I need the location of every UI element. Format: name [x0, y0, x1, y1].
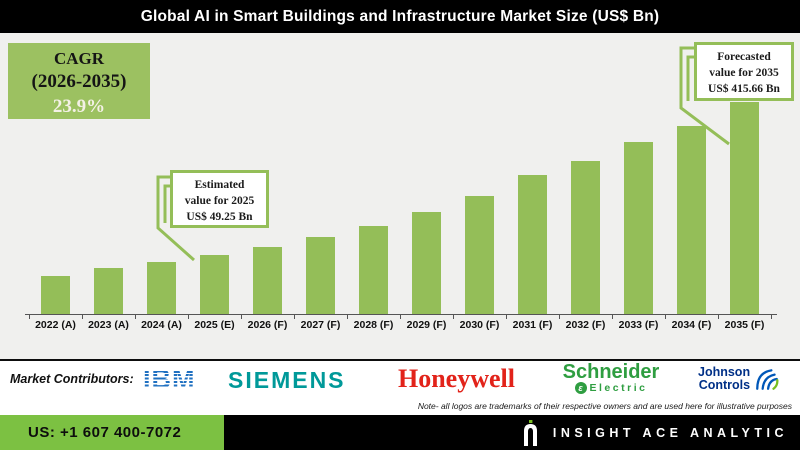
- controls-text: Controls: [698, 378, 751, 392]
- x-axis-tick: [771, 315, 772, 319]
- schneider-electric-text: Electric: [589, 382, 648, 394]
- x-axis-tick: [188, 315, 189, 319]
- x-axis-tick: [82, 315, 83, 319]
- insight-ace-logo-icon: [523, 419, 537, 446]
- cagr-period: (2026-2035): [31, 71, 127, 92]
- ibm-logo: IBM: [143, 364, 196, 394]
- x-axis-label: 2031 (F): [512, 319, 553, 331]
- forecast-callout-line1: Forecasted: [717, 51, 771, 63]
- x-axis-tick: [29, 315, 30, 319]
- x-axis-label: 2032 (F): [565, 319, 606, 331]
- bar-2026 (F): [253, 247, 282, 314]
- x-axis-label: 2033 (F): [618, 319, 659, 331]
- x-axis-label: 2030 (F): [459, 319, 500, 331]
- x-axis-tick: [241, 315, 242, 319]
- brand-name: INSIGHT ACE ANALYTIC: [552, 425, 788, 440]
- bar-slot: [188, 38, 241, 314]
- forecast-callout-value: US$ 415.66 Bn: [708, 83, 780, 95]
- x-axis-label: 2028 (F): [353, 319, 394, 331]
- estimated-callout-line1: Estimated: [194, 179, 245, 191]
- phone-number: US: +1 607 400-7072: [28, 424, 182, 441]
- bar-2032 (F): [571, 161, 600, 314]
- bar-slot: [453, 38, 506, 314]
- schneider-electric-logo: Schneider Electric: [556, 362, 666, 394]
- johnson-controls-logo: Johnson Controls: [698, 366, 780, 392]
- bar-2022 (A): [41, 276, 70, 314]
- x-axis-tick: [400, 315, 401, 319]
- johnson-controls-swirl-icon: [756, 369, 779, 390]
- x-axis-tick: [559, 315, 560, 319]
- x-axis-label: 2023 (A): [88, 319, 129, 331]
- page-title: Global AI in Smart Buildings and Infrast…: [140, 7, 660, 25]
- x-axis-label: 2026 (F): [247, 319, 288, 331]
- schneider-electric-icon: [574, 382, 587, 394]
- x-axis-tick: [453, 315, 454, 319]
- bar-slot: [29, 38, 82, 314]
- title-bar: Global AI in Smart Buildings and Infrast…: [0, 0, 800, 33]
- bar-2029 (F): [412, 212, 441, 314]
- x-axis-tick: [347, 315, 348, 319]
- bar-slot: [347, 38, 400, 314]
- cagr-label: CAGR: [53, 49, 105, 68]
- forecast-value-callout: Forecasted value for 2035 US$ 415.66 Bn: [694, 42, 794, 101]
- x-axis-label: 2025 (E): [194, 319, 235, 331]
- bar-2024 (A): [147, 262, 176, 314]
- bar-slot: [241, 38, 294, 314]
- x-axis-tick: [506, 315, 507, 319]
- x-axis-label: 2024 (A): [141, 319, 182, 331]
- bar-2031 (F): [518, 175, 547, 314]
- bar-slot: [135, 38, 188, 314]
- x-axis-label: 2034 (F): [671, 319, 712, 331]
- brand-banner: INSIGHT ACE ANALYTIC: [224, 415, 800, 450]
- bar-slot: [400, 38, 453, 314]
- market-contributors-strip: [0, 361, 800, 415]
- bar-2033 (F): [624, 142, 653, 314]
- x-axis-labels: 2022 (A) 2023 (A) 2024 (A) 2025 (E) 2026 (F)…: [29, 319, 771, 331]
- bar-slot: [718, 38, 771, 314]
- schneider-wordmark: Schneider: [562, 361, 660, 383]
- bar-slot: [559, 38, 612, 314]
- cagr-badge: CAGR (2026-2035) 23.9%: [8, 43, 150, 119]
- x-axis-tick: [612, 315, 613, 319]
- bar-slot: [82, 38, 135, 314]
- footer-bar: US: +1 607 400-7072 INSIGHT ACE ANALYTIC: [0, 415, 800, 450]
- x-axis-label: 2029 (F): [406, 319, 447, 331]
- johnson-controls-wordmark: Johnson Controls: [698, 366, 750, 392]
- cagr-value: 23.9%: [52, 96, 106, 117]
- estimated-callout-line2: value for 2025: [184, 195, 255, 207]
- honeywell-logo: Honeywell: [398, 364, 515, 393]
- x-axis-label: 2027 (F): [300, 319, 341, 331]
- bar-2035 (F): [730, 102, 759, 314]
- x-axis-tick: [665, 315, 666, 319]
- forecast-callout-line2: value for 2035: [709, 67, 779, 79]
- estimated-callout-value: US$ 49.25 Bn: [186, 211, 253, 223]
- bar-2030 (F): [465, 196, 494, 314]
- x-axis-ticks: [29, 315, 772, 319]
- bar-2023 (A): [94, 268, 123, 314]
- bar-2025 (E): [200, 255, 229, 314]
- bar-2034 (F): [677, 126, 706, 314]
- bar-slot: [506, 38, 559, 314]
- bar-slot: [294, 38, 347, 314]
- x-axis-label: 2035 (F): [724, 319, 765, 331]
- bar-chart-plot: [29, 38, 771, 314]
- bar-slot: [665, 38, 718, 314]
- x-axis-tick: [718, 315, 719, 319]
- bar-2028 (F): [359, 226, 388, 314]
- schneider-electric-line: Electric: [556, 382, 666, 394]
- x-axis-label: 2022 (A): [35, 319, 76, 331]
- x-axis-tick: [135, 315, 136, 319]
- market-contributors-label: Market Contributors:: [10, 372, 134, 386]
- separator-line: [0, 359, 800, 361]
- siemens-logo: SIEMENS: [228, 367, 346, 393]
- johnson-text: Johnson: [698, 365, 751, 379]
- phone-banner: US: +1 607 400-7072: [0, 415, 224, 450]
- bar-slot: [612, 38, 665, 314]
- x-axis-tick: [294, 315, 295, 319]
- estimated-value-callout: Estimated value for 2025 US$ 49.25 Bn: [170, 170, 269, 228]
- x-axis-line: [25, 314, 777, 315]
- trademark-note: Note- all logos are trademarks of their …: [417, 401, 792, 411]
- bar-2027 (F): [306, 237, 335, 314]
